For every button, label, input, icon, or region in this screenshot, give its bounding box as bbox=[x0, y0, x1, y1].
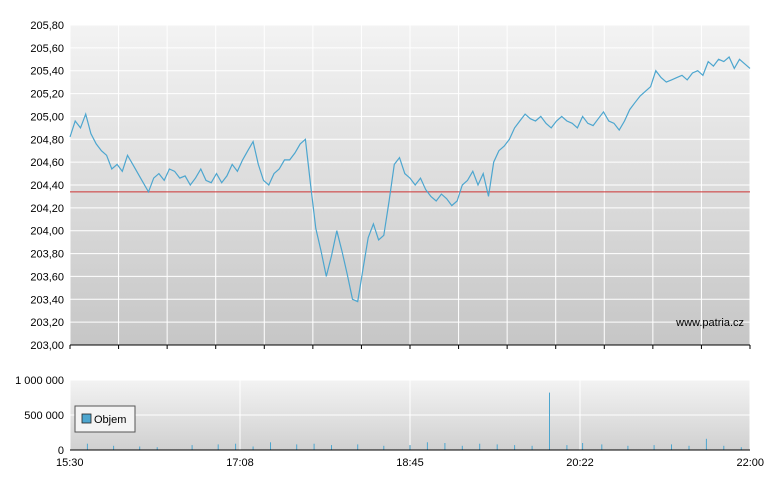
price-y-tick-label: 205,00 bbox=[30, 111, 64, 123]
volume-bar bbox=[191, 445, 193, 450]
volume-bar bbox=[531, 445, 533, 450]
price-x-ticks bbox=[69, 345, 751, 349]
volume-y-tick-label: 0 bbox=[58, 445, 64, 457]
volume-legend: Objem bbox=[74, 405, 136, 433]
legend-swatch bbox=[81, 413, 92, 424]
volume-bar bbox=[383, 445, 385, 450]
volume-bar bbox=[426, 442, 428, 450]
volume-bar bbox=[217, 444, 219, 450]
watermark: www.patria.cz bbox=[675, 317, 744, 329]
volume-bar bbox=[479, 443, 481, 450]
volume-bar bbox=[549, 392, 550, 450]
volume-bar bbox=[331, 445, 332, 450]
volume-bar bbox=[461, 445, 463, 450]
x-tick-label: 18:45 bbox=[396, 457, 424, 469]
volume-bar bbox=[270, 442, 271, 450]
price-y-tick-label: 203,20 bbox=[30, 317, 64, 329]
price-y-tick-label: 203,00 bbox=[30, 340, 64, 352]
volume-bar bbox=[252, 446, 254, 450]
volume-bar bbox=[313, 443, 315, 450]
volume-y-axis: 1 000 000 500 000 0 bbox=[15, 375, 64, 457]
price-y-tick-label: 203,40 bbox=[30, 294, 64, 306]
volume-bar bbox=[705, 438, 707, 450]
volume-bar bbox=[139, 446, 141, 450]
volume-bar bbox=[688, 445, 690, 450]
volume-bar bbox=[582, 443, 584, 450]
volume-y-tick-label: 1 000 000 bbox=[15, 375, 64, 387]
volume-bar bbox=[740, 447, 742, 450]
x-tick-label: 20:22 bbox=[566, 457, 594, 469]
price-y-tick-label: 204,00 bbox=[30, 226, 64, 238]
volume-bar bbox=[566, 445, 568, 450]
legend-label: Objem bbox=[94, 414, 126, 426]
volume-bar bbox=[296, 444, 298, 450]
volume-bars bbox=[86, 392, 742, 450]
x-tick-label: 15:30 bbox=[56, 457, 84, 469]
volume-bar bbox=[357, 444, 359, 450]
price-y-tick-label: 205,60 bbox=[30, 43, 64, 55]
volume-x-axis-labels: 15:30 17:08 18:45 20:22 22:00 bbox=[56, 457, 764, 469]
price-series-line bbox=[69, 56, 751, 303]
volume-bar bbox=[86, 443, 88, 450]
volume-bar bbox=[156, 447, 158, 450]
price-y-tick-label: 204,60 bbox=[30, 157, 64, 169]
volume-bar bbox=[723, 445, 725, 450]
volume-bar bbox=[496, 444, 498, 450]
price-y-tick-label: 205,80 bbox=[30, 20, 64, 32]
price-y-tick-label: 203,80 bbox=[30, 249, 64, 261]
volume-bar bbox=[113, 445, 115, 450]
price-y-tick-label: 205,40 bbox=[30, 66, 64, 78]
volume-bar bbox=[444, 443, 446, 450]
price-y-axis: 205,80 205,60 205,40 205,20 205,00 204,80 204,… bbox=[30, 20, 64, 352]
volume-bar bbox=[235, 443, 237, 450]
price-y-tick-label: 205,20 bbox=[30, 89, 64, 101]
x-tick-label: 17:08 bbox=[226, 457, 254, 469]
volume-bar bbox=[653, 445, 655, 450]
volume-bar bbox=[671, 444, 672, 450]
price-y-tick-label: 204,40 bbox=[30, 180, 64, 192]
volume-y-tick-label: 500 000 bbox=[24, 410, 64, 422]
volume-bar bbox=[514, 445, 516, 450]
volume-bar bbox=[601, 444, 603, 450]
x-tick-label: 22:00 bbox=[736, 457, 764, 469]
volume-bar bbox=[409, 445, 411, 450]
price-y-tick-label: 203,60 bbox=[30, 271, 64, 283]
volume-bar bbox=[627, 445, 629, 450]
price-y-tick-label: 204,20 bbox=[30, 203, 64, 215]
price-y-tick-label: 204,80 bbox=[30, 134, 64, 146]
